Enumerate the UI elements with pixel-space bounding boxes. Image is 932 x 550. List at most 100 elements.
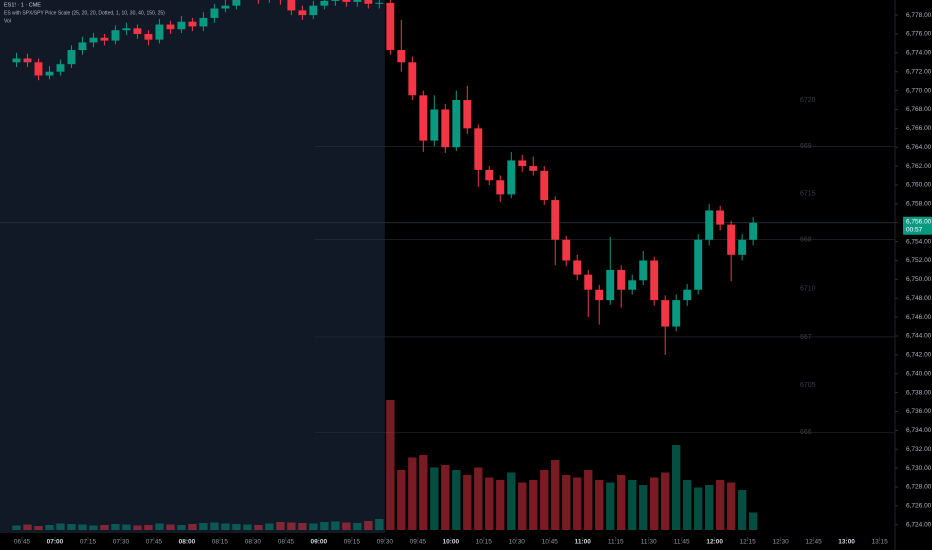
- candle-body: [34, 62, 43, 76]
- candle-body: [100, 37, 109, 41]
- volume-bar: [441, 465, 450, 530]
- level-label: 669: [800, 143, 812, 150]
- candle-body: [67, 50, 76, 65]
- volume-bar: [748, 512, 758, 530]
- level-label: 6720: [800, 97, 816, 104]
- x-tick-label: 12:00: [706, 539, 723, 546]
- candle-body: [397, 50, 406, 63]
- volume-bar: [540, 470, 549, 530]
- legend-symbol: ES1! · 1 · CME: [4, 2, 41, 8]
- y-tick-label: 6,772.00: [906, 68, 932, 75]
- volume-bar: [628, 480, 637, 530]
- candle-body: [452, 100, 461, 148]
- candle-body: [386, 2, 395, 51]
- y-tick-label: 6,758.00: [906, 201, 932, 208]
- x-tick-label: 06:45: [14, 539, 31, 546]
- premarket-shade: [0, 0, 385, 533]
- y-tick-label: 6,770.00: [906, 87, 932, 94]
- candle-body: [518, 160, 527, 167]
- candle-body: [672, 300, 681, 327]
- candle-body: [166, 24, 175, 30]
- volume-bar: [650, 477, 659, 530]
- level-label: 666: [800, 429, 812, 436]
- volume-bar: [89, 525, 98, 530]
- x-tick-label: 12:30: [773, 539, 790, 546]
- volume-bar: [232, 524, 241, 530]
- level-label: 668: [800, 237, 812, 244]
- level-label: 667: [800, 334, 812, 341]
- volume-bar: [265, 523, 274, 530]
- volume-bar: [726, 482, 736, 530]
- candle-body: [309, 5, 318, 16]
- volume-bar: [507, 472, 516, 530]
- volume-bar: [78, 524, 87, 530]
- candle-body: [749, 222, 758, 240]
- volume-bar: [254, 525, 263, 530]
- volume-bar: [155, 523, 164, 530]
- volume-bar: [320, 522, 329, 530]
- volume-bar: [188, 524, 197, 530]
- candle-body: [562, 239, 571, 261]
- volume-bar: [496, 480, 505, 530]
- y-tick-label: 6,728.00: [906, 484, 932, 491]
- x-tick-label: 10:30: [509, 539, 526, 546]
- volume-bar: [617, 475, 626, 530]
- volume-bar: [122, 524, 131, 530]
- y-tick-label: 6,738.00: [906, 389, 932, 396]
- y-tick-label: 6,748.00: [906, 295, 932, 302]
- x-tick-label: 12:45: [805, 539, 822, 546]
- y-tick-label: 6,774.00: [906, 50, 932, 57]
- candle-body: [375, 2, 384, 4]
- volume-bar: [584, 470, 593, 530]
- volume-bar: [144, 525, 153, 530]
- candle-body: [89, 37, 98, 43]
- candle-body: [430, 109, 439, 141]
- volume-bar: [683, 480, 692, 530]
- volume-bar: [562, 475, 571, 530]
- volume-bar: [34, 526, 43, 530]
- axes: 6,724.00 6,726.00 6,728.00 6,730.00 6,732.00…: [14, 12, 932, 546]
- y-tick-label: 6,746.00: [906, 314, 932, 321]
- candle-body: [177, 21, 186, 30]
- candle-body: [56, 64, 65, 72]
- candle-body: [595, 289, 604, 301]
- volume-bar: [694, 487, 703, 530]
- x-tick-label: 07:30: [113, 539, 130, 546]
- x-tick-label: 10:15: [476, 539, 493, 546]
- volume-bar: [353, 523, 362, 530]
- volume-bar: [331, 521, 340, 530]
- candle-body: [650, 260, 659, 301]
- candle-body: [199, 17, 208, 27]
- candle-body: [12, 58, 21, 63]
- volume-bar: [639, 485, 648, 530]
- legend-volume: Vol: [4, 18, 11, 24]
- volume-bar: [100, 525, 109, 530]
- candle-body: [485, 169, 494, 181]
- y-tick-label: 6,724.00: [906, 521, 932, 528]
- volume-bar: [606, 482, 615, 530]
- candle-body: [298, 10, 307, 16]
- volume-bar: [309, 523, 318, 530]
- y-tick-label: 6,732.00: [906, 446, 932, 453]
- volume-bar: [166, 524, 175, 530]
- x-tick-label: 09:45: [410, 539, 427, 546]
- volume-bar: [419, 455, 428, 530]
- candle-body: [573, 260, 582, 275]
- candle-body: [551, 200, 560, 240]
- x-tick-label: 12:15: [740, 539, 757, 546]
- candle-body: [78, 42, 87, 51]
- x-tick-label: 07:45: [146, 539, 163, 546]
- volume-bar: [199, 523, 208, 530]
- candle-body: [287, 0, 296, 11]
- x-tick-label: 13:00: [838, 539, 855, 546]
- y-tick-label: 6,744.00: [906, 333, 932, 340]
- volume-bar: [23, 524, 32, 530]
- candle-body: [210, 8, 219, 18]
- candle-body: [617, 269, 626, 290]
- candle-body: [45, 71, 54, 76]
- y-tick-label: 6,768.00: [906, 106, 932, 113]
- volume-bar: [518, 482, 527, 530]
- countdown: 00:57: [906, 226, 923, 233]
- candle-body: [738, 239, 747, 255]
